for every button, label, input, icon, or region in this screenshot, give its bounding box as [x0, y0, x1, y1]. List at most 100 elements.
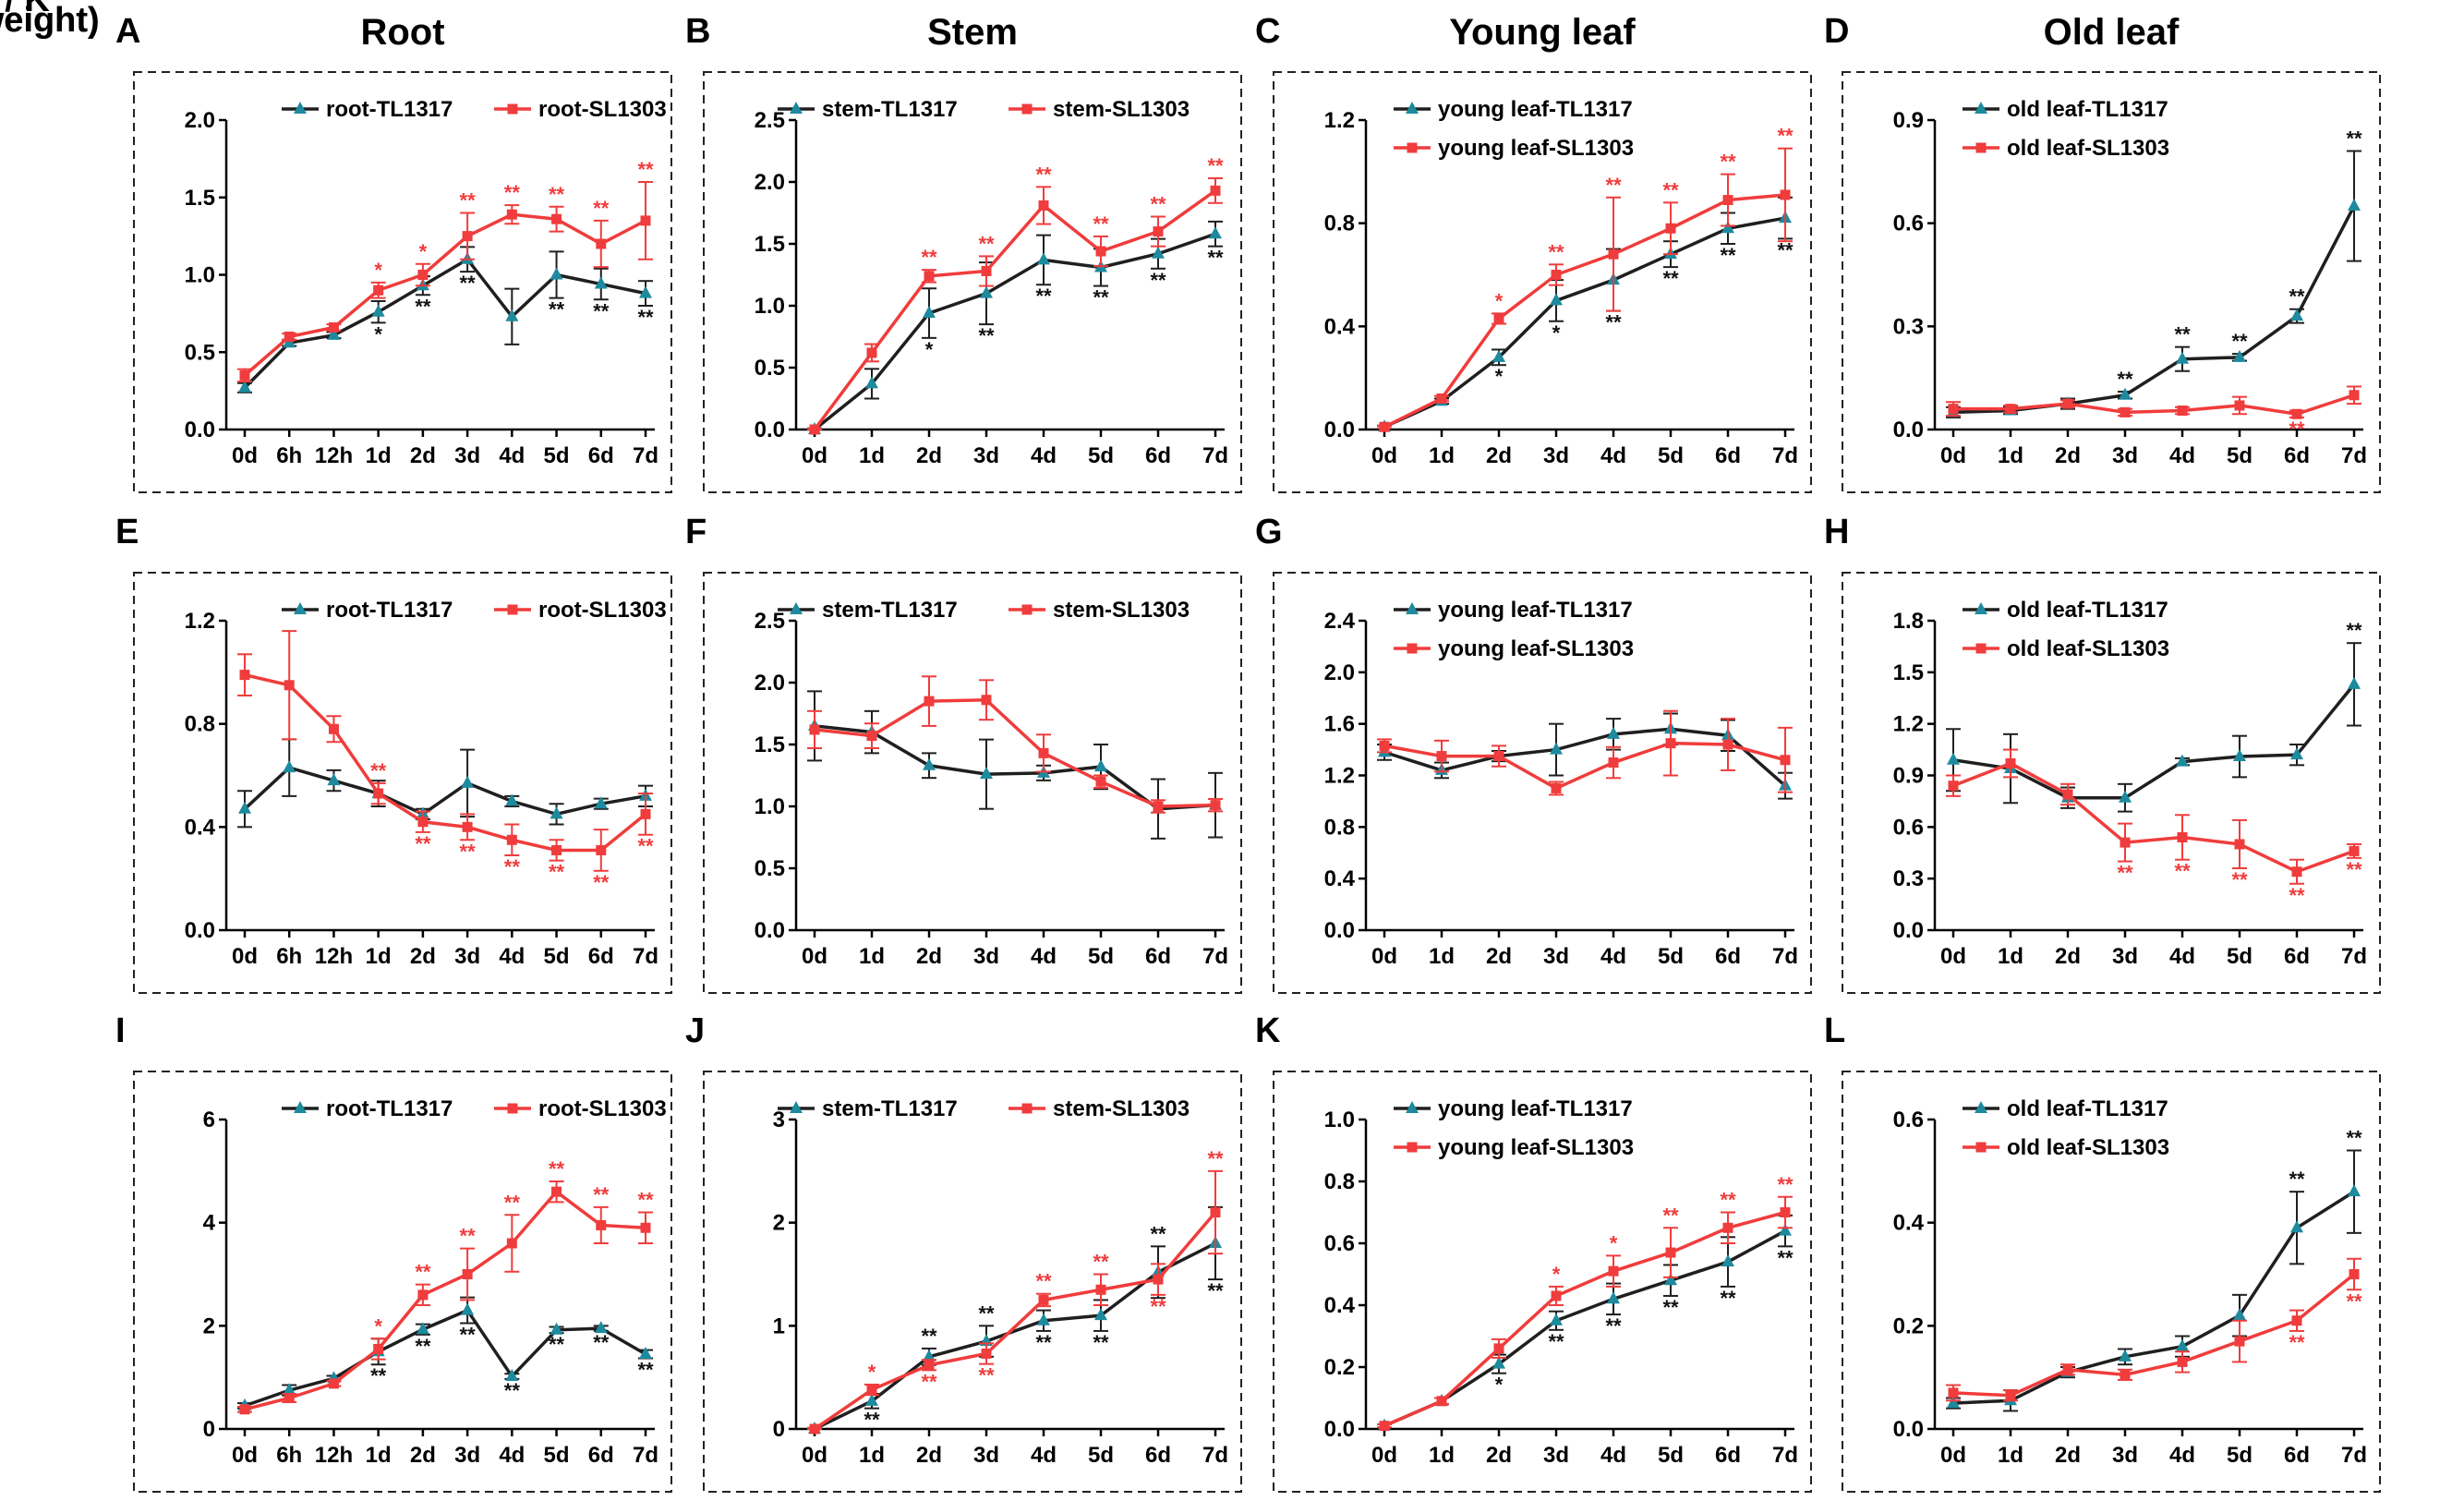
- series-line: [1952, 761, 2355, 874]
- series-line: [1952, 683, 2356, 800]
- significance-mark: **: [1777, 238, 1794, 261]
- x-tick-label: 1d: [1429, 1443, 1455, 1468]
- y-tick-label: 0.0: [1893, 918, 1924, 943]
- series-line: [243, 212, 646, 377]
- significance-mark: **: [460, 272, 477, 295]
- x-tick-label: 7d: [2341, 443, 2367, 468]
- data-point: [2177, 1356, 2188, 1367]
- significance-mark: **: [2346, 858, 2362, 881]
- x-tick-label: 6d: [2284, 1443, 2310, 1468]
- x-tick-label: 1d: [859, 1443, 885, 1468]
- significance-mark: **: [1548, 1330, 1564, 1353]
- series-sl: **: [1946, 385, 2361, 441]
- legend-label: root-TL1317: [326, 97, 453, 122]
- legend-label: stem-TL1317: [822, 1096, 958, 1121]
- x-tick-label: 12h: [315, 443, 353, 468]
- series-tl: **: [1946, 619, 2362, 813]
- significance-mark: **: [2289, 285, 2305, 309]
- x-tick-label: 0d: [802, 944, 827, 969]
- y-tick-label: 2.0: [755, 170, 785, 195]
- panel-frame: [703, 572, 1242, 994]
- significance-mark: *: [1552, 1263, 1561, 1286]
- data-point: [328, 1378, 339, 1389]
- data-point: [1947, 752, 1960, 765]
- significance-mark: **: [1662, 178, 1679, 201]
- panel-frame: [133, 1071, 672, 1493]
- x-tick-label: 12h: [315, 944, 353, 969]
- series-line: [243, 766, 646, 817]
- data-point: [1095, 776, 1106, 787]
- x-tick-label: 0d: [232, 443, 258, 468]
- data-point: [371, 304, 385, 317]
- significance-mark: **: [1720, 151, 1736, 174]
- significance-mark: **: [593, 1183, 610, 1206]
- legend-marker: [1407, 643, 1418, 654]
- significance-mark: *: [1552, 321, 1561, 345]
- panel-letter: E: [115, 513, 139, 551]
- x-tick-label: 2d: [1486, 443, 1512, 468]
- legend-marker: [1975, 142, 1987, 153]
- data-point: [980, 767, 993, 780]
- data-point: [1210, 185, 1221, 196]
- legend-marker: [1407, 142, 1418, 153]
- data-point: [809, 424, 820, 435]
- x-tick-label: 2d: [916, 443, 942, 468]
- y-tick-label: 0.6: [1893, 212, 1924, 236]
- data-point: [416, 1322, 429, 1335]
- panel-frame: [703, 1071, 1242, 1493]
- data-point: [1665, 738, 1676, 749]
- significance-mark: **: [978, 1364, 995, 1387]
- data-point: [1153, 226, 1164, 237]
- x-tick-label: 0d: [232, 1443, 258, 1468]
- series-line: [1383, 216, 1786, 429]
- x-tick-label: 5d: [544, 944, 570, 969]
- data-point: [238, 801, 251, 814]
- series-line: [244, 1189, 646, 1411]
- data-point: [1209, 226, 1222, 239]
- x-tick-label: 4d: [2169, 443, 2195, 468]
- legend-marker: [790, 102, 803, 114]
- data-point: [2119, 387, 2132, 400]
- significance-mark: **: [1035, 1331, 1052, 1354]
- data-point: [1094, 759, 1107, 772]
- panel-L: L 0.0 0.2 0.4 0.6 0d 1d 2d 3d 4d 5d 6d 7d ** ** ** ** old…: [1824, 1011, 2381, 1493]
- series-tl: [237, 738, 653, 829]
- data-point: [2120, 837, 2131, 848]
- x-tick-label: 6d: [2284, 443, 2310, 468]
- x-tick-label: 3d: [2112, 1443, 2138, 1468]
- data-point: [2291, 1315, 2302, 1326]
- significance-mark: *: [868, 1361, 876, 1384]
- y-tick-label: 0.9: [1893, 764, 1924, 789]
- significance-mark: **: [2346, 1289, 2362, 1313]
- data-point: [2233, 349, 2246, 362]
- y-tick-label: 1.2: [1324, 108, 1355, 133]
- data-point: [551, 213, 562, 224]
- data-point: [462, 231, 473, 242]
- panel-D: D0.00.30.60.90d 1d 2d 3d 4d 5d 6d 7d**** *******…: [1824, 12, 2381, 493]
- data-point: [1492, 1356, 1505, 1369]
- significance-mark: *: [1610, 1231, 1618, 1254]
- y-tick-label: 2.5: [755, 609, 785, 634]
- significance-mark: **: [1207, 247, 1224, 270]
- panel-frame: [1842, 572, 2381, 994]
- data-point: [1379, 1421, 1390, 1432]
- legend-marker: [1406, 602, 1419, 614]
- series-sl: [1377, 709, 1793, 796]
- significance-mark: *: [1495, 289, 1504, 312]
- legend-entry: stem-SL1303: [1009, 1096, 1190, 1121]
- series-sl: ** ** ** ** **: [1946, 748, 2362, 907]
- x-tick-label: 4d: [1600, 443, 1626, 468]
- series-line: [1952, 1190, 2355, 1405]
- data-point: [1665, 1247, 1676, 1258]
- x-tick-label: 12h: [315, 1443, 353, 1468]
- data-point: [639, 1347, 652, 1360]
- series-sl: [807, 675, 1223, 814]
- series-tl: ** **: [1946, 1127, 2362, 1412]
- legend-marker: [507, 604, 518, 615]
- data-point: [505, 309, 519, 321]
- data-point: [640, 808, 651, 819]
- significance-mark: **: [1720, 244, 1736, 267]
- panel-letter: L: [1824, 1011, 1845, 1050]
- legend-marker: [507, 103, 518, 115]
- x-tick-label: 4d: [2169, 1443, 2195, 1468]
